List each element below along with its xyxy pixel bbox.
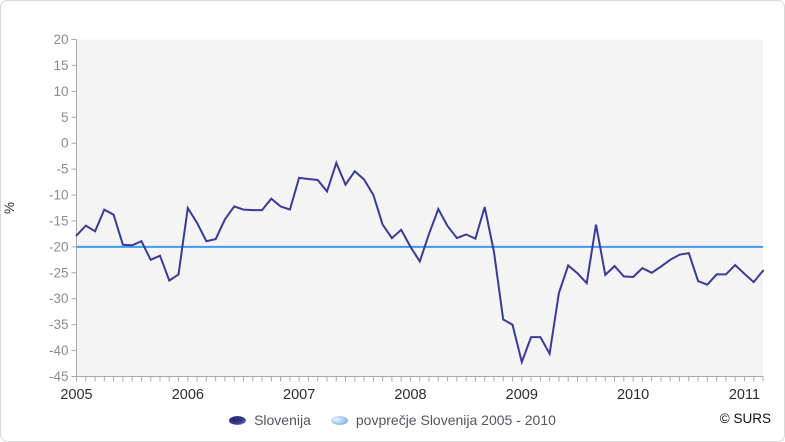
svg-text:2010: 2010	[617, 387, 649, 403]
series-marker-icon	[229, 415, 247, 425]
svg-text:15: 15	[53, 58, 68, 73]
svg-text:-5: -5	[56, 162, 68, 177]
svg-text:2008: 2008	[394, 387, 426, 403]
svg-text:2006: 2006	[172, 387, 204, 403]
legend-item-slovenija[interactable]: Slovenija	[229, 412, 311, 428]
svg-text:2011: 2011	[729, 387, 760, 403]
legend-item-povprecje[interactable]: povprečje Slovenija 2005 - 2010	[330, 412, 556, 428]
source-credit: © SURS	[719, 411, 771, 426]
legend-label: Slovenija	[254, 412, 311, 428]
svg-text:-15: -15	[49, 213, 69, 228]
svg-text:10: 10	[53, 84, 68, 99]
legend-label: povprečje Slovenija 2005 - 2010	[355, 412, 556, 428]
svg-text:-40: -40	[49, 343, 69, 358]
y-axis-label: %	[2, 202, 17, 214]
average-marker-icon	[330, 415, 348, 425]
svg-text:-20: -20	[49, 239, 69, 254]
svg-text:-30: -30	[49, 291, 69, 306]
svg-text:2009: 2009	[506, 387, 538, 403]
svg-text:5: 5	[61, 110, 69, 125]
svg-text:2005: 2005	[60, 387, 92, 403]
svg-text:-45: -45	[49, 369, 69, 384]
svg-text:-10: -10	[49, 188, 69, 203]
svg-text:20: 20	[53, 32, 68, 47]
svg-text:-35: -35	[49, 317, 69, 332]
svg-text:0: 0	[61, 136, 69, 151]
svg-text:2007: 2007	[283, 387, 315, 403]
svg-text:-25: -25	[49, 265, 69, 280]
chart-legend: Slovenija povprečje Slovenija 2005 - 201…	[1, 407, 784, 433]
